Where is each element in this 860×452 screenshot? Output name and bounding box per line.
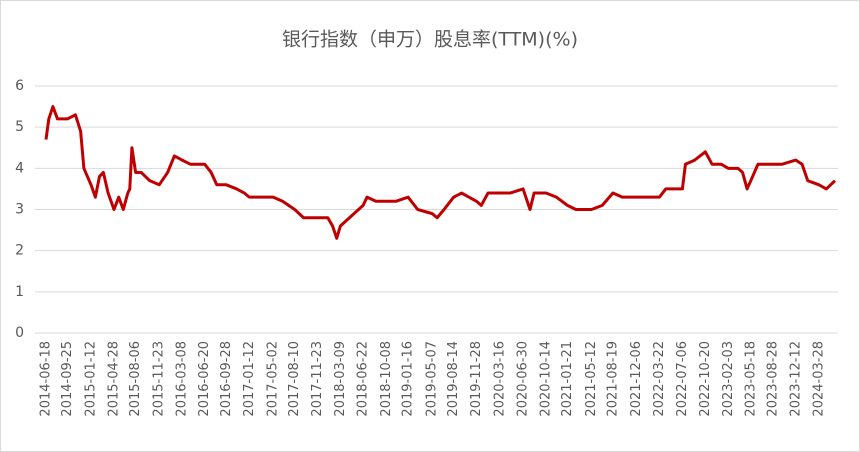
x-tick-label: 2014-09-25 bbox=[60, 341, 75, 417]
y-tick-label: 3 bbox=[15, 202, 24, 218]
x-tick-label: 2020-03-16 bbox=[493, 341, 508, 417]
x-tick-label: 2015-11-23 bbox=[152, 341, 167, 417]
x-tick-label: 2016-06-20 bbox=[197, 341, 212, 417]
y-tick-label: 6 bbox=[15, 78, 24, 94]
x-tick-label: 2016-03-08 bbox=[175, 341, 190, 417]
chart-title: 银行指数（申万）股息率(TTM)(%) bbox=[282, 29, 578, 51]
x-tick-label: 2018-03-09 bbox=[333, 341, 348, 417]
x-tick-label: 2018-06-22 bbox=[356, 341, 371, 417]
x-tick-label: 2021-01-21 bbox=[560, 341, 575, 417]
x-tick-label: 2021-05-12 bbox=[584, 341, 599, 417]
x-tick-label: 2015-01-12 bbox=[84, 341, 99, 417]
x-tick-label: 2023-08-28 bbox=[765, 341, 780, 417]
x-tick-label: 2017-11-23 bbox=[310, 341, 325, 417]
x-tick-label: 2022-10-20 bbox=[698, 341, 713, 417]
x-tick-label: 2016-09-28 bbox=[219, 341, 234, 417]
x-tick-label: 2019-05-07 bbox=[425, 341, 440, 417]
y-tick-label: 1 bbox=[15, 284, 24, 300]
x-tick-label: 2018-10-08 bbox=[379, 341, 394, 417]
x-tick-label: 2023-02-03 bbox=[721, 341, 736, 417]
x-tick-label: 2021-12-06 bbox=[629, 341, 644, 417]
x-tick-label: 2017-05-02 bbox=[266, 341, 281, 417]
x-tick-label: 2022-07-06 bbox=[675, 341, 690, 417]
data-line bbox=[44, 105, 837, 240]
x-tick-label: 2023-12-12 bbox=[788, 341, 803, 417]
x-tick-label: 2017-08-10 bbox=[287, 341, 302, 417]
x-tick-label: 2019-11-28 bbox=[469, 341, 484, 417]
y-tick-label: 0 bbox=[15, 325, 24, 341]
x-tick-label: 2023-05-18 bbox=[743, 341, 758, 417]
y-tick-label: 4 bbox=[15, 160, 24, 176]
y-tick-label: 2 bbox=[15, 243, 24, 259]
x-tick-label: 2021-08-19 bbox=[605, 341, 620, 417]
x-tick-label: 2019-01-16 bbox=[401, 341, 416, 417]
x-tick-label: 2017-01-12 bbox=[242, 341, 257, 417]
x-tick-label: 2019-08-14 bbox=[446, 341, 461, 417]
x-tick-label: 2024-03-28 bbox=[811, 341, 826, 417]
x-tick-label: 2015-04-28 bbox=[106, 341, 121, 417]
x-tick-label: 2015-08-06 bbox=[128, 341, 143, 417]
x-tick-label: 2020-10-14 bbox=[539, 341, 554, 417]
y-tick-label: 5 bbox=[15, 119, 24, 135]
x-tick-label: 2022-03-22 bbox=[652, 341, 667, 417]
x-tick-label: 2014-06-18 bbox=[39, 341, 54, 417]
x-tick-label: 2020-06-30 bbox=[516, 341, 531, 417]
